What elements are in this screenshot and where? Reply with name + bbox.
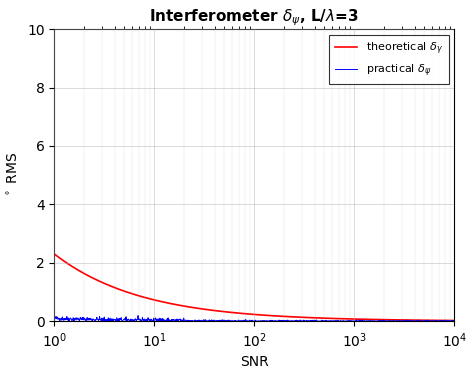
practical $\delta_{\psi}$ <box>135 313 141 318</box>
practical $\delta_{\psi}$ <box>418 319 423 323</box>
X-axis label: SNR: SNR <box>240 355 269 369</box>
Line: theoretical $\delta_{\gamma}$: theoretical $\delta_{\gamma}$ <box>55 254 455 320</box>
practical $\delta_{\psi}$ <box>214 318 219 323</box>
practical $\delta_{\psi}$ <box>92 318 98 322</box>
theoretical $\delta_{\gamma}$ <box>364 317 369 321</box>
theoretical $\delta_{\gamma}$ <box>371 317 376 322</box>
theoretical $\delta_{\gamma}$ <box>452 318 457 323</box>
Legend: theoretical $\delta_{\gamma}$, practical $\delta_{\psi}$: theoretical $\delta_{\gamma}$, practical… <box>329 35 449 84</box>
theoretical $\delta_{\gamma}$ <box>326 316 332 321</box>
theoretical $\delta_{\gamma}$ <box>92 277 98 282</box>
practical $\delta_{\psi}$ <box>52 315 57 320</box>
Y-axis label: $^\circ$ RMS: $^\circ$ RMS <box>7 152 21 199</box>
practical $\delta_{\psi}$ <box>327 319 332 323</box>
theoretical $\delta_{\gamma}$ <box>52 252 57 256</box>
practical $\delta_{\psi}$ <box>371 319 377 323</box>
practical $\delta_{\psi}$ <box>228 318 234 323</box>
theoretical $\delta_{\gamma}$ <box>213 308 219 313</box>
Title: Interferometer $\delta_{\psi}$, L/$\lambda$=3: Interferometer $\delta_{\psi}$, L/$\lamb… <box>149 7 359 27</box>
practical $\delta_{\psi}$ <box>364 319 370 323</box>
practical $\delta_{\psi}$ <box>452 318 457 323</box>
Line: practical $\delta_{\psi}$: practical $\delta_{\psi}$ <box>55 315 455 321</box>
theoretical $\delta_{\gamma}$ <box>228 310 233 315</box>
